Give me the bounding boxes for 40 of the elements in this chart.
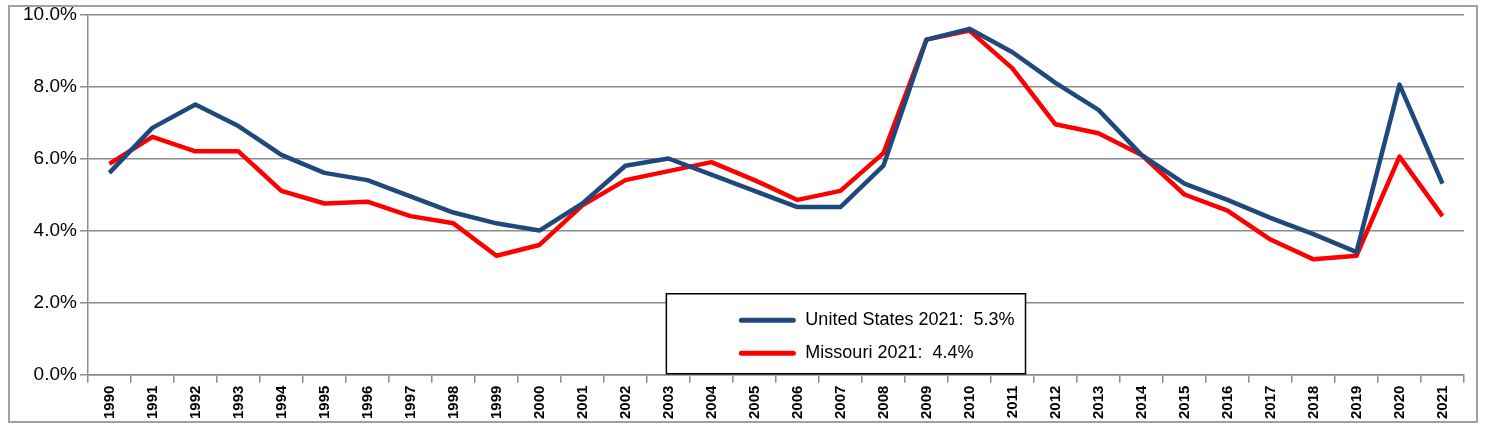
y-tick-label: 2.0% [33, 290, 77, 312]
x-tick-label: 2001 [572, 385, 590, 420]
y-tick-label: 6.0% [33, 146, 77, 168]
x-tick-label: 1997 [400, 385, 418, 420]
x-tick-label: 2018 [1303, 385, 1321, 420]
x-tick-label: 2015 [1174, 385, 1192, 420]
x-tick-label: 2021 [1432, 385, 1450, 420]
x-tick-label: 1995 [314, 385, 332, 420]
x-tick-label: 2011 [1002, 385, 1020, 419]
x-tick-label: 1996 [357, 385, 375, 420]
x-tick-label: 2010 [959, 385, 977, 420]
x-tick-label: 2014 [1131, 384, 1149, 420]
x-tick-label: 2009 [916, 385, 934, 420]
x-tick-label: 2000 [529, 385, 547, 420]
x-tick-label: 1998 [443, 385, 461, 420]
x-tick-label: 1993 [228, 385, 246, 420]
x-tick-label: 1990 [99, 385, 117, 420]
x-tick-label: 2003 [658, 385, 676, 420]
x-tick-label: 1999 [486, 385, 504, 420]
x-tick-label: 2007 [830, 385, 848, 420]
x-tick-label: 2002 [615, 385, 633, 420]
y-tick-label: 0.0% [33, 362, 77, 384]
x-tick-label: 2020 [1389, 385, 1407, 420]
x-tick-label: 1992 [185, 385, 203, 420]
y-tick-label: 8.0% [33, 74, 77, 96]
x-tick-label: 1991 [142, 385, 160, 420]
y-tick-label: 4.0% [33, 218, 77, 240]
x-tick-label: 2019 [1346, 385, 1364, 420]
x-tick-label: 1994 [271, 384, 289, 420]
x-tick-label: 2017 [1260, 385, 1278, 420]
x-tick-label: 2012 [1045, 385, 1063, 420]
x-tick-label: 2016 [1217, 385, 1235, 420]
x-tick-label: 2013 [1088, 385, 1106, 420]
x-tick-label: 2006 [787, 385, 805, 420]
x-tick-label: 2004 [701, 384, 719, 420]
x-tick-label: 2005 [744, 385, 762, 420]
legend-label: United States 2021: 5.3% [805, 309, 1015, 330]
legend-label: Missouri 2021: 4.4% [805, 342, 974, 363]
y-tick-label: 10.0% [23, 2, 77, 24]
x-tick-label: 2008 [873, 385, 891, 420]
